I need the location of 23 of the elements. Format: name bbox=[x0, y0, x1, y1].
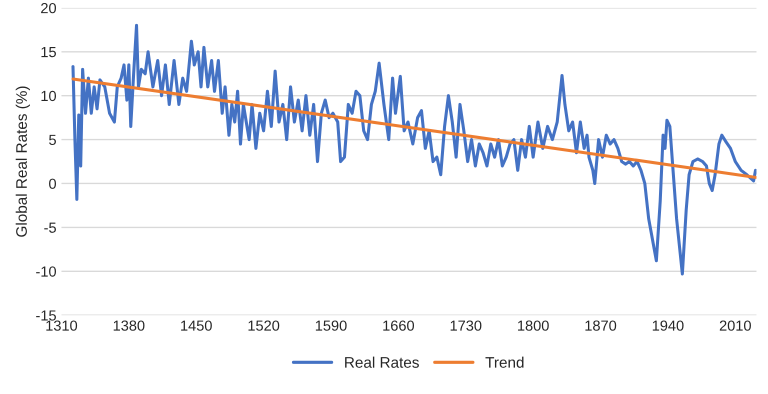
legend-label: Real Rates bbox=[345, 356, 419, 368]
x-tick-label: 1450 bbox=[181, 320, 212, 331]
y-axis-title: Global Real Rates (%) bbox=[16, 86, 30, 237]
y-tick-label: -10 bbox=[36, 266, 56, 277]
x-tick-label: 1870 bbox=[585, 320, 616, 331]
y-tick-label: -15 bbox=[36, 310, 56, 321]
legend-label: Trend bbox=[485, 356, 524, 368]
x-tick-label: 1590 bbox=[316, 320, 347, 331]
x-tick-label: 1660 bbox=[383, 320, 414, 331]
y-tick-label: 20 bbox=[41, 2, 56, 14]
x-tick-label: 1730 bbox=[450, 320, 482, 331]
x-tick-label: 1380 bbox=[114, 320, 144, 331]
x-tick-label: 1310 bbox=[46, 320, 78, 331]
line-series bbox=[71, 24, 756, 276]
y-tick-label: 0 bbox=[49, 178, 56, 189]
y-tick-label: 15 bbox=[41, 47, 56, 58]
x-tick-label: 1520 bbox=[248, 320, 280, 331]
y-tick-label: -5 bbox=[44, 222, 56, 233]
y-tick-label: 5 bbox=[49, 134, 56, 146]
x-tick-label: 1800 bbox=[518, 320, 549, 331]
y-tick-label: 10 bbox=[41, 90, 56, 102]
x-tick-label: 2010 bbox=[720, 320, 751, 331]
x-tick-label: 1940 bbox=[652, 320, 684, 331]
